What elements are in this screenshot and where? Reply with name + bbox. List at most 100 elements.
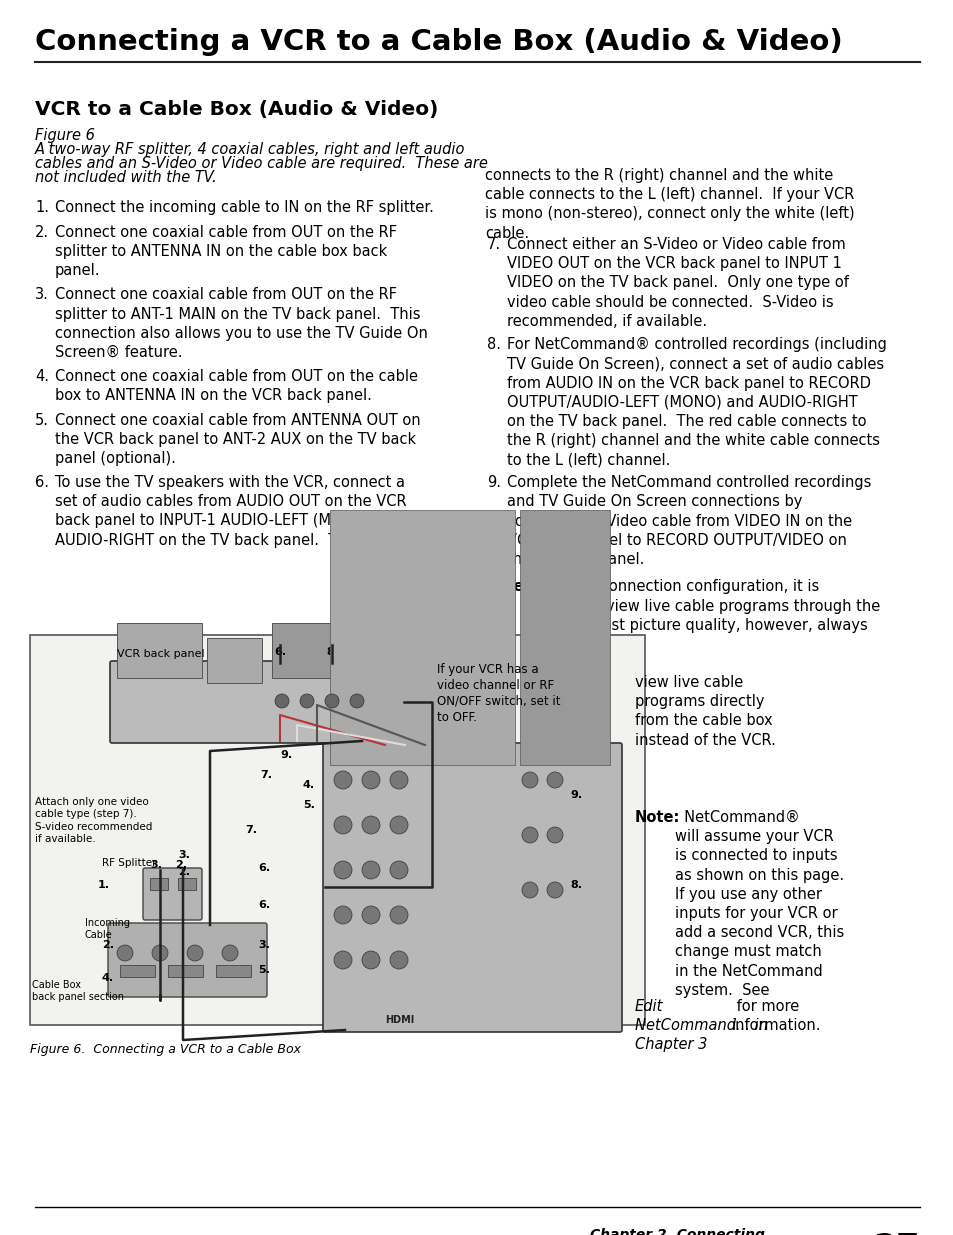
Text: 7.: 7. xyxy=(245,825,256,835)
Circle shape xyxy=(274,694,289,708)
Text: VCR back panel: VCR back panel xyxy=(117,650,204,659)
Text: Edit
NetCommand... in
Chapter 3: Edit NetCommand... in Chapter 3 xyxy=(635,999,767,1052)
Text: 7.: 7. xyxy=(260,769,272,781)
Text: 8.: 8. xyxy=(326,647,337,657)
Circle shape xyxy=(546,882,562,898)
Text: Connect the incoming cable to IN on the RF splitter.: Connect the incoming cable to IN on the … xyxy=(55,200,434,215)
FancyBboxPatch shape xyxy=(110,661,403,743)
Bar xyxy=(117,622,202,678)
Text: 4.: 4. xyxy=(102,973,114,983)
Circle shape xyxy=(361,861,379,879)
Circle shape xyxy=(390,861,408,879)
Bar xyxy=(519,510,609,764)
Text: Note:: Note: xyxy=(484,579,530,594)
Circle shape xyxy=(299,694,314,708)
Text: Incoming
Cable: Incoming Cable xyxy=(85,918,130,940)
Circle shape xyxy=(390,771,408,789)
Circle shape xyxy=(361,951,379,969)
Circle shape xyxy=(350,694,364,708)
Text: 2.: 2. xyxy=(178,867,190,877)
Text: 5.: 5. xyxy=(257,965,270,974)
Text: 6.: 6. xyxy=(274,647,286,657)
Text: 2.: 2. xyxy=(174,860,187,869)
Text: 2.: 2. xyxy=(102,940,113,950)
Circle shape xyxy=(361,816,379,834)
Text: 6.: 6. xyxy=(257,863,270,873)
Text: Figure 6: Figure 6 xyxy=(35,128,94,143)
Circle shape xyxy=(521,772,537,788)
Text: Connecting a VCR to a Cable Box (Audio & Video): Connecting a VCR to a Cable Box (Audio &… xyxy=(35,28,841,56)
Text: 1.: 1. xyxy=(98,881,110,890)
Text: Connect either an S-Video or Video cable from
VIDEO OUT on the VCR back panel to: Connect either an S-Video or Video cable… xyxy=(506,237,848,329)
Text: RF Splitter: RF Splitter xyxy=(102,858,156,868)
Text: NetCommand®
will assume your VCR
is connected to inputs
as shown on this page.
I: NetCommand® will assume your VCR is conn… xyxy=(675,810,843,998)
Text: HDMI: HDMI xyxy=(385,1015,414,1025)
Text: For NetCommand® controlled recordings (including
TV Guide On Screen), connect a : For NetCommand® controlled recordings (i… xyxy=(506,337,886,468)
Text: A two-way RF splitter, 4 coaxial cables, right and left audio: A two-way RF splitter, 4 coaxial cables,… xyxy=(35,142,465,157)
Circle shape xyxy=(334,816,352,834)
Circle shape xyxy=(334,861,352,879)
Text: 6.: 6. xyxy=(35,475,49,490)
Text: 1.: 1. xyxy=(35,200,49,215)
Text: Attach only one video
cable type (step 7).
S-video recommended
if available.: Attach only one video cable type (step 7… xyxy=(35,797,152,845)
Text: 4.: 4. xyxy=(35,369,49,384)
Text: 3.: 3. xyxy=(257,940,270,950)
Bar xyxy=(178,878,195,890)
Circle shape xyxy=(152,945,168,961)
Circle shape xyxy=(117,945,132,961)
Circle shape xyxy=(334,771,352,789)
Bar xyxy=(272,622,392,678)
Text: Complete the NetCommand controlled recordings
and TV Guide On Screen connections: Complete the NetCommand controlled recor… xyxy=(506,475,870,567)
Text: Connect one coaxial cable from OUT on the RF
splitter to ANTENNA IN on the cable: Connect one coaxial cable from OUT on th… xyxy=(55,225,396,278)
Circle shape xyxy=(334,906,352,924)
Text: If your VCR has a
video channel or RF
ON/OFF switch, set it
to OFF.: If your VCR has a video channel or RF ON… xyxy=(436,663,560,724)
Text: 5.: 5. xyxy=(35,412,49,427)
Circle shape xyxy=(390,951,408,969)
Bar xyxy=(120,965,154,977)
Text: Cable Box
back panel section: Cable Box back panel section xyxy=(32,981,124,1002)
Circle shape xyxy=(546,827,562,844)
Text: 8.: 8. xyxy=(569,881,581,890)
Circle shape xyxy=(361,771,379,789)
Circle shape xyxy=(521,827,537,844)
Circle shape xyxy=(361,906,379,924)
Circle shape xyxy=(390,906,408,924)
Text: To use the TV speakers with the VCR, connect a
set of audio cables from AUDIO OU: To use the TV speakers with the VCR, con… xyxy=(55,475,428,547)
Text: for more
information.: for more information. xyxy=(731,999,821,1032)
Text: Connect one coaxial cable from ANTENNA OUT on
the VCR back panel to ANT-2 AUX on: Connect one coaxial cable from ANTENNA O… xyxy=(55,412,420,466)
Text: 5.: 5. xyxy=(303,800,314,810)
Text: 4.: 4. xyxy=(303,781,314,790)
Text: 6.: 6. xyxy=(257,900,270,910)
FancyBboxPatch shape xyxy=(108,923,267,997)
FancyBboxPatch shape xyxy=(143,868,202,920)
Bar xyxy=(330,510,515,764)
Text: 3.: 3. xyxy=(35,288,49,303)
Text: 3.: 3. xyxy=(178,850,190,860)
Bar xyxy=(150,878,168,890)
Circle shape xyxy=(390,816,408,834)
Text: view live cable
programs directly
from the cable box
instead of the VCR.: view live cable programs directly from t… xyxy=(635,676,775,747)
Text: 7.: 7. xyxy=(486,237,500,252)
Circle shape xyxy=(325,694,338,708)
Bar xyxy=(168,965,203,977)
Circle shape xyxy=(546,772,562,788)
Text: Connect one coaxial cable from OUT on the cable
box to ANTENNA IN on the VCR bac: Connect one coaxial cable from OUT on th… xyxy=(55,369,417,403)
Text: 9.: 9. xyxy=(569,790,581,800)
FancyBboxPatch shape xyxy=(323,743,621,1032)
Bar xyxy=(215,965,251,977)
Bar xyxy=(30,635,644,1025)
Text: 8.: 8. xyxy=(486,337,500,352)
Text: VCR to a Cable Box (Audio & Video): VCR to a Cable Box (Audio & Video) xyxy=(35,100,438,119)
Text: With this connection configuration, it is
possible to view live cable programs t: With this connection configuration, it i… xyxy=(521,579,880,632)
Text: 9.: 9. xyxy=(280,750,292,760)
Circle shape xyxy=(187,945,203,961)
Text: 3.: 3. xyxy=(150,860,162,869)
Text: Chapter 2. Connecting: Chapter 2. Connecting xyxy=(589,1228,764,1235)
Text: not included with the TV.: not included with the TV. xyxy=(35,170,216,185)
Circle shape xyxy=(334,951,352,969)
Text: connects to the R (right) channel and the white
cable connects to the L (left) c: connects to the R (right) channel and th… xyxy=(484,168,854,241)
Text: cables and an S-Video or Video cable are required.  These are: cables and an S-Video or Video cable are… xyxy=(35,156,487,170)
Text: Note:: Note: xyxy=(635,810,679,825)
Text: Figure 6.  Connecting a VCR to a Cable Box: Figure 6. Connecting a VCR to a Cable Bo… xyxy=(30,1044,301,1056)
Text: Connect one coaxial cable from OUT on the RF
splitter to ANT-1 MAIN on the TV ba: Connect one coaxial cable from OUT on th… xyxy=(55,288,428,361)
